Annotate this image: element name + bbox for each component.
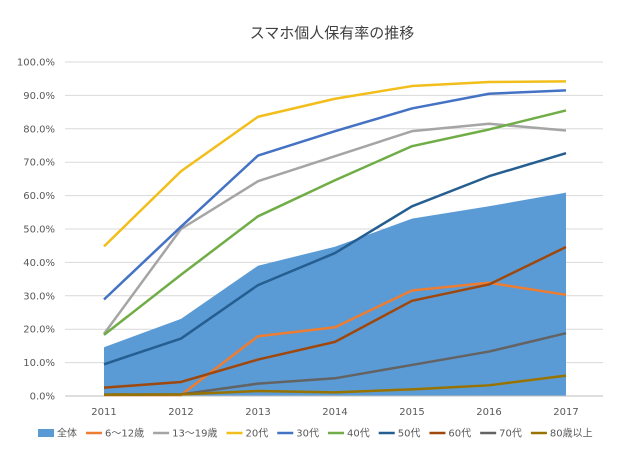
y-tick-label: 30.0% (23, 291, 55, 302)
legend-item: 60代 (429, 428, 471, 440)
legend-item: 50代 (378, 428, 421, 440)
legend-item: 40代 (327, 428, 370, 440)
y-tick-label: 0.0% (30, 392, 55, 403)
legend-label: 13～19歳 (172, 428, 217, 440)
line-series-50代 (103, 151, 567, 366)
legend-label: 20代 (246, 428, 269, 440)
y-tick-label: 60.0% (23, 191, 55, 202)
x-tick-label: 2013 (245, 407, 270, 418)
tick-labels: 0.0% 10.0% 20.0% 30.0% 40.0% 50.0% 60.0% 70.0% 8… (17, 58, 579, 419)
x-tick-label: 2016 (476, 407, 501, 418)
y-tick-label: 50.0% (23, 225, 55, 236)
legend-label: 30代 (296, 428, 319, 440)
legend-label: 70代 (499, 428, 522, 440)
legend-swatch (38, 429, 54, 437)
line-series-30代 (103, 89, 567, 301)
y-tick-label: 100.0% (17, 58, 55, 69)
x-tick-label: 2011 (91, 407, 116, 418)
legend-label: 80歳以上 (550, 428, 593, 440)
line-series-20代 (103, 80, 567, 248)
line-series-40代 (103, 109, 567, 336)
y-tick-label: 90.0% (23, 91, 55, 102)
x-tick-label: 2015 (399, 407, 424, 418)
legend-item: 20代 (226, 428, 269, 440)
legend-item: 70代 (480, 428, 522, 440)
line-series-13～19歳 (102, 122, 567, 335)
chart-title: スマホ個人保有率の推移 (250, 24, 415, 42)
x-tick-label: 2017 (553, 407, 578, 418)
legend-label: 6～12歳 (105, 428, 144, 440)
y-tick-label: 70.0% (23, 158, 55, 169)
y-tick-label: 80.0% (23, 124, 55, 135)
y-tick-label: 10.0% (23, 358, 55, 369)
area-series (104, 192, 566, 396)
x-tick-label: 2014 (322, 407, 347, 418)
x-tick-label: 2012 (168, 407, 193, 418)
legend-label: 60代 (448, 428, 471, 440)
area-series-全体 (104, 192, 566, 396)
legend-item: 全体 (38, 427, 77, 440)
legend-label: 全体 (57, 427, 77, 440)
legend-item: 13～19歳 (153, 428, 218, 440)
legend-item: 80歳以上 (530, 428, 593, 440)
y-tick-label: 40.0% (23, 258, 55, 269)
line-series (102, 80, 567, 397)
y-tick-label: 20.0% (23, 325, 55, 336)
line-series-80歳以上 (103, 374, 567, 396)
legend: 全体 6～12歳 13～19歳 20代 30代 40代 50代 60代 70代 80歳以上 (38, 427, 593, 440)
legend-label: 50代 (398, 428, 421, 440)
legend-item: 6～12歳 (85, 428, 144, 440)
legend-label: 40代 (347, 428, 370, 440)
line-series-60代 (103, 245, 567, 389)
legend-item: 30代 (277, 428, 319, 440)
